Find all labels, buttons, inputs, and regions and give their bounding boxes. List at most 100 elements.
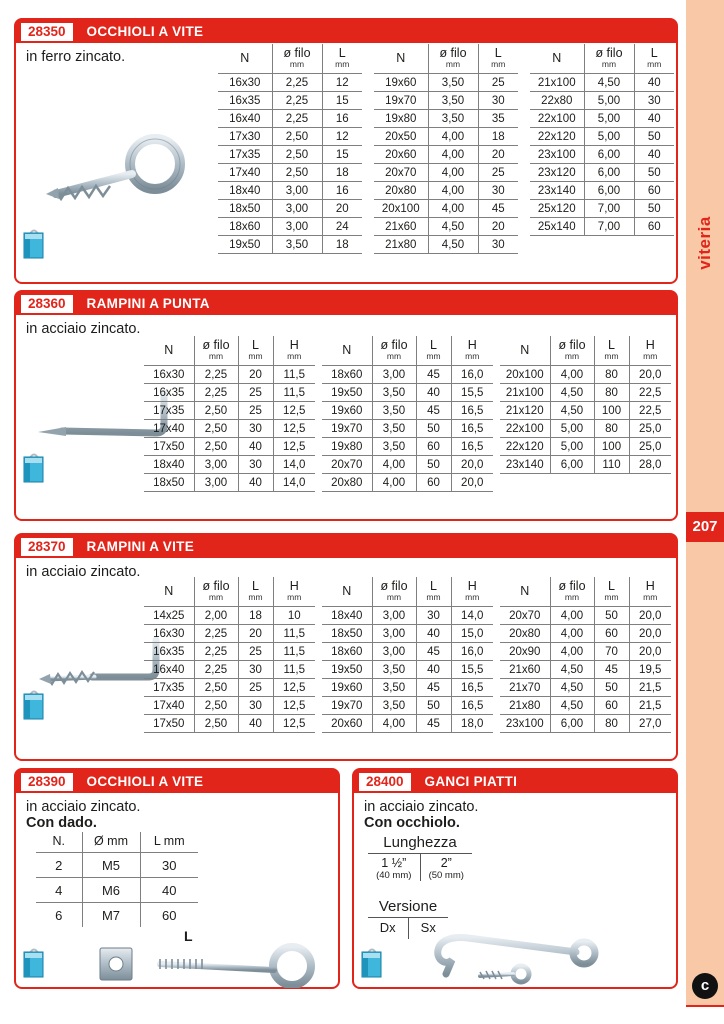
cell: 16,5 xyxy=(450,437,493,456)
cell: 30 xyxy=(477,181,518,200)
cell: 40 xyxy=(237,473,273,492)
cell: 19x70 xyxy=(374,91,428,110)
column-header: Ø mm xyxy=(81,832,140,853)
variant-note: Con dado. xyxy=(26,815,97,831)
cell: 16,5 xyxy=(450,419,493,438)
section-rampini-a-punta-28360: 28360 RAMPINI A PUNTA in acciaio zincato… xyxy=(14,290,678,521)
cell: 3,00 xyxy=(371,365,416,384)
cell: 12,5 xyxy=(272,419,315,438)
length-dimension-label: L xyxy=(184,928,193,944)
cell: 16,5 xyxy=(450,678,493,697)
cell: 16,5 xyxy=(450,696,493,715)
table-row: 21x100 4,50 40 xyxy=(530,73,674,92)
cell: 17x50 xyxy=(144,437,194,456)
category-label: viteria xyxy=(695,216,714,270)
cell: 30 xyxy=(139,852,198,878)
article-code: 28360 xyxy=(21,294,73,313)
cell: 30 xyxy=(633,91,674,110)
cell: 50 xyxy=(633,127,674,146)
column-header: ø filo mm xyxy=(549,577,594,607)
cell: 22x100 xyxy=(530,109,584,128)
cell: 20,0 xyxy=(628,606,671,625)
cell: 12,5 xyxy=(272,678,315,697)
material-note: in ferro zincato. xyxy=(26,49,126,65)
column-header: ø filo mm xyxy=(371,577,416,607)
cell: 20,0 xyxy=(628,624,671,643)
cell: 5,00 xyxy=(549,437,594,456)
cell: 45 xyxy=(415,401,451,420)
cell: 50 xyxy=(415,696,451,715)
cell: 20,0 xyxy=(628,365,671,384)
section-occhioli-a-vite-28390: 28390 OCCHIOLI A VITE in acciaio zincato… xyxy=(14,768,340,989)
version-option: Sx xyxy=(407,918,449,939)
table-row: 20x70 4,00 50 20,0 xyxy=(322,455,493,474)
cell: 18x50 xyxy=(144,473,194,492)
material-note: in acciaio zincato. xyxy=(26,799,141,815)
table-row: 18x40 3,00 30 14,0 xyxy=(144,455,315,474)
cell: 18x40 xyxy=(144,455,194,474)
cell: 19x60 xyxy=(374,73,428,92)
cell: 2,50 xyxy=(271,163,322,182)
article-code: 28390 xyxy=(21,772,73,791)
table-row: 18x60 3,00 45 16,0 xyxy=(322,365,493,384)
cell: 19x70 xyxy=(322,419,372,438)
cell: 45 xyxy=(415,642,451,661)
version-options-title: Versione xyxy=(368,898,448,918)
length-inches: 1 ½” xyxy=(381,856,407,870)
section-header: 28400 GANCI PIATTI xyxy=(354,770,676,793)
cell: 100 xyxy=(593,437,629,456)
cell: 4,50 xyxy=(549,383,594,402)
cell: 23x100 xyxy=(530,145,584,164)
article-code: 28370 xyxy=(21,537,73,556)
cell: 19x80 xyxy=(322,437,372,456)
column-header: N xyxy=(322,577,372,607)
cell: 16 xyxy=(321,181,362,200)
column-header: N xyxy=(144,577,194,607)
cell: 20x80 xyxy=(374,181,428,200)
table-row: 21x120 4,50 100 22,5 xyxy=(500,401,671,420)
cell: 60 xyxy=(415,437,451,456)
cell: 17x40 xyxy=(144,419,194,438)
cell: 23x140 xyxy=(530,181,584,200)
table-row: 23x100 6,00 80 27,0 xyxy=(500,714,671,733)
table-row: 17x30 2,50 12 xyxy=(218,127,362,146)
cell: 4,00 xyxy=(427,163,478,182)
column-header: N xyxy=(322,336,372,366)
cell: 3,00 xyxy=(193,473,238,492)
cell: 20x70 xyxy=(374,163,428,182)
column-header: N xyxy=(500,577,550,607)
length-options-title: Lunghezza xyxy=(368,834,472,854)
table-row: 20x50 4,00 18 xyxy=(374,127,518,146)
cell: 4,00 xyxy=(371,473,416,492)
cell: 15,5 xyxy=(450,660,493,679)
table-row: 22x80 5,00 30 xyxy=(530,91,674,110)
cell: 3,50 xyxy=(371,383,416,402)
cell: 14,0 xyxy=(450,606,493,625)
cell: 60 xyxy=(633,181,674,200)
table-row: 21x60 4,50 20 xyxy=(374,217,518,236)
table-row: 23x140 6,00 110 28,0 xyxy=(500,455,671,474)
cell: 2,50 xyxy=(271,127,322,146)
article-code: 28350 xyxy=(21,22,73,41)
length-inches: 2” xyxy=(440,856,452,870)
cell: 6,00 xyxy=(583,181,634,200)
cell: 16x35 xyxy=(144,383,194,402)
cell: 22x120 xyxy=(530,127,584,146)
cell: 22,5 xyxy=(628,401,671,420)
length-option: 1 ½” (40 mm) xyxy=(368,854,420,881)
cell: 20,0 xyxy=(450,455,493,474)
cell: 3,00 xyxy=(371,606,416,625)
packaging-bag-icon xyxy=(23,453,44,483)
cell: 4,00 xyxy=(427,127,478,146)
table-row: 17x35 2,50 25 12,5 xyxy=(144,678,315,697)
cell: 80 xyxy=(593,365,629,384)
cell: 45 xyxy=(415,365,451,384)
